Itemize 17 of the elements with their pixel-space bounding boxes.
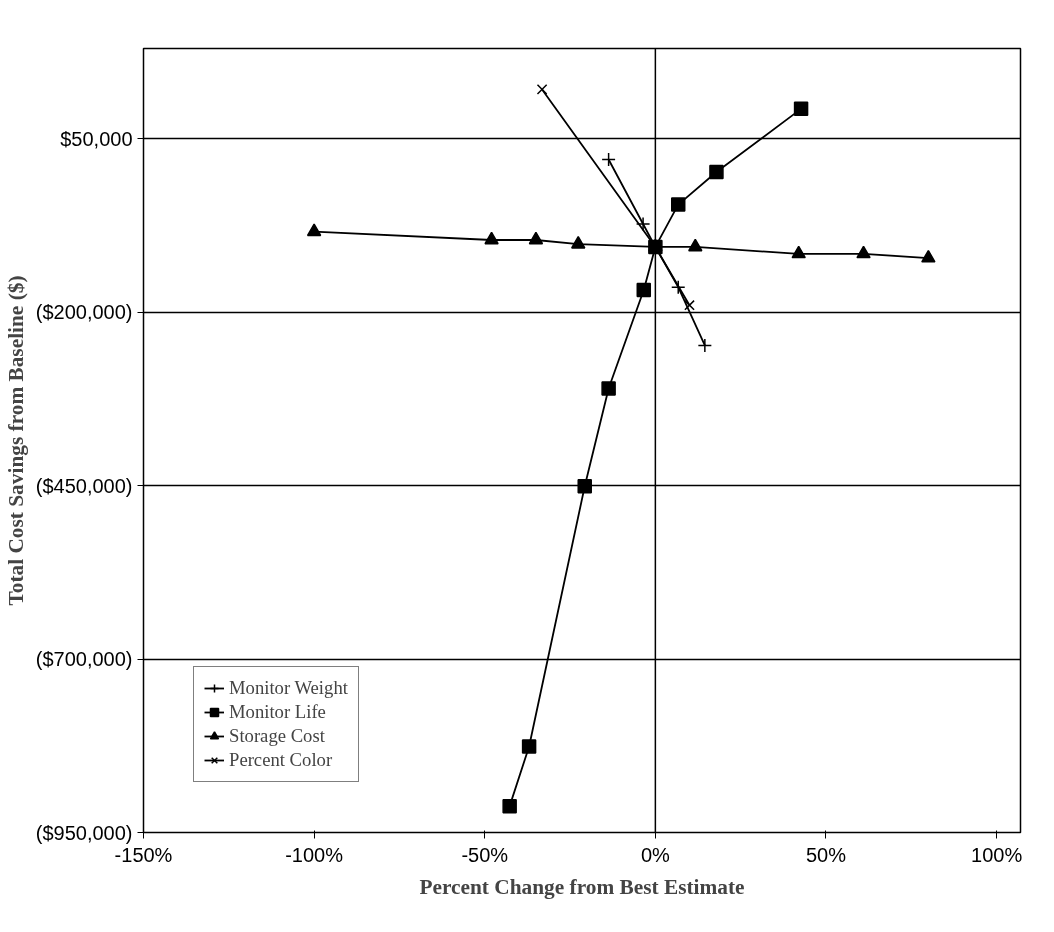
legend-label: Percent Color — [229, 749, 333, 771]
y-tick-label: ($700,000) — [35, 648, 133, 671]
x-axis-title: Percent Change from Best Estimate — [419, 874, 745, 899]
legend-label: Monitor Life — [229, 701, 326, 723]
x-tick-label: -100% — [285, 843, 344, 866]
y-axis-title: Total Cost Savings from Baseline ($) — [3, 275, 28, 606]
y-tick-label: $50,000 — [60, 127, 133, 150]
x-tick-label: 100% — [971, 843, 1023, 866]
x-tick-label: 0% — [640, 843, 671, 866]
legend-label: Storage Cost — [229, 725, 325, 747]
legend-label: Monitor Weight — [229, 677, 348, 699]
x-tick-label: -150% — [114, 843, 173, 866]
y-tick-label: ($950,000) — [35, 821, 133, 844]
x-tick-label: -50% — [461, 843, 509, 866]
y-tick-label: ($450,000) — [35, 474, 133, 497]
x-tick-label: 50% — [805, 843, 847, 866]
y-tick-label: ($200,000) — [35, 301, 133, 324]
